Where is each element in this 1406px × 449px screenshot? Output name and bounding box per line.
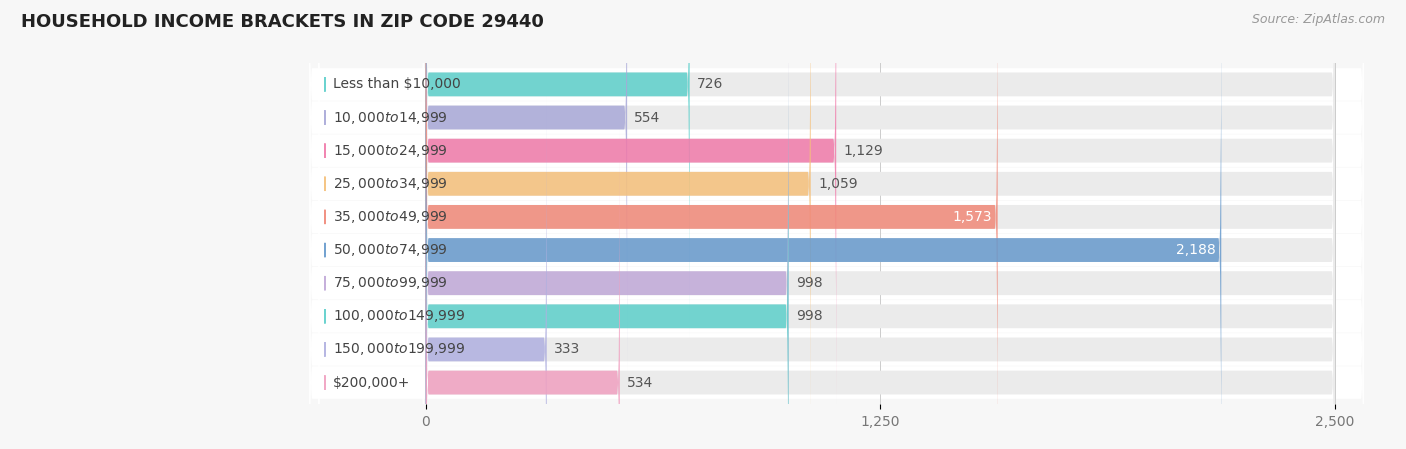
FancyBboxPatch shape [309,0,1364,333]
FancyBboxPatch shape [426,0,1334,449]
Text: $75,000 to $99,999: $75,000 to $99,999 [333,275,447,291]
Text: 2,188: 2,188 [1175,243,1216,257]
Text: $100,000 to $149,999: $100,000 to $149,999 [333,308,465,324]
FancyBboxPatch shape [426,97,1334,449]
FancyBboxPatch shape [318,0,423,371]
FancyBboxPatch shape [318,62,423,449]
FancyBboxPatch shape [309,0,1364,366]
FancyBboxPatch shape [426,30,789,449]
FancyBboxPatch shape [309,1,1364,449]
Text: $35,000 to $49,999: $35,000 to $49,999 [333,209,447,225]
FancyBboxPatch shape [426,0,1334,437]
FancyBboxPatch shape [309,0,1364,400]
Text: $50,000 to $74,999: $50,000 to $74,999 [333,242,447,258]
Text: Source: ZipAtlas.com: Source: ZipAtlas.com [1251,13,1385,26]
Text: Less than $10,000: Less than $10,000 [333,77,461,92]
Text: $10,000 to $14,999: $10,000 to $14,999 [333,110,447,126]
Text: 1,129: 1,129 [844,144,883,158]
FancyBboxPatch shape [426,30,1334,449]
Text: $200,000+: $200,000+ [333,375,411,390]
FancyBboxPatch shape [318,29,423,449]
FancyBboxPatch shape [318,0,423,449]
FancyBboxPatch shape [309,0,1364,449]
Text: $150,000 to $199,999: $150,000 to $199,999 [333,341,465,357]
Text: 998: 998 [796,276,823,290]
FancyBboxPatch shape [318,0,423,438]
FancyBboxPatch shape [426,0,1222,449]
Text: 554: 554 [634,110,661,124]
FancyBboxPatch shape [318,0,423,405]
Text: HOUSEHOLD INCOME BRACKETS IN ZIP CODE 29440: HOUSEHOLD INCOME BRACKETS IN ZIP CODE 29… [21,13,544,31]
FancyBboxPatch shape [309,134,1364,449]
FancyBboxPatch shape [426,0,690,338]
FancyBboxPatch shape [426,63,789,449]
FancyBboxPatch shape [318,0,423,449]
FancyBboxPatch shape [426,129,620,449]
Text: 998: 998 [796,309,823,323]
FancyBboxPatch shape [309,67,1364,449]
Text: $25,000 to $34,999: $25,000 to $34,999 [333,176,447,192]
Text: 333: 333 [554,343,581,357]
FancyBboxPatch shape [309,35,1364,449]
FancyBboxPatch shape [426,0,1334,449]
FancyBboxPatch shape [426,0,837,404]
FancyBboxPatch shape [426,0,998,449]
Text: 534: 534 [627,375,654,390]
FancyBboxPatch shape [309,0,1364,432]
FancyBboxPatch shape [426,97,547,449]
FancyBboxPatch shape [426,0,1334,338]
FancyBboxPatch shape [426,63,1334,449]
FancyBboxPatch shape [426,129,1334,449]
FancyBboxPatch shape [309,101,1364,449]
Text: 1,059: 1,059 [818,177,858,191]
Text: 1,573: 1,573 [953,210,993,224]
FancyBboxPatch shape [426,0,627,370]
FancyBboxPatch shape [426,0,1334,404]
Text: 726: 726 [697,77,723,92]
FancyBboxPatch shape [318,129,423,449]
FancyBboxPatch shape [426,0,811,437]
FancyBboxPatch shape [318,0,423,338]
FancyBboxPatch shape [426,0,1334,370]
FancyBboxPatch shape [318,96,423,449]
Text: $15,000 to $24,999: $15,000 to $24,999 [333,143,447,158]
